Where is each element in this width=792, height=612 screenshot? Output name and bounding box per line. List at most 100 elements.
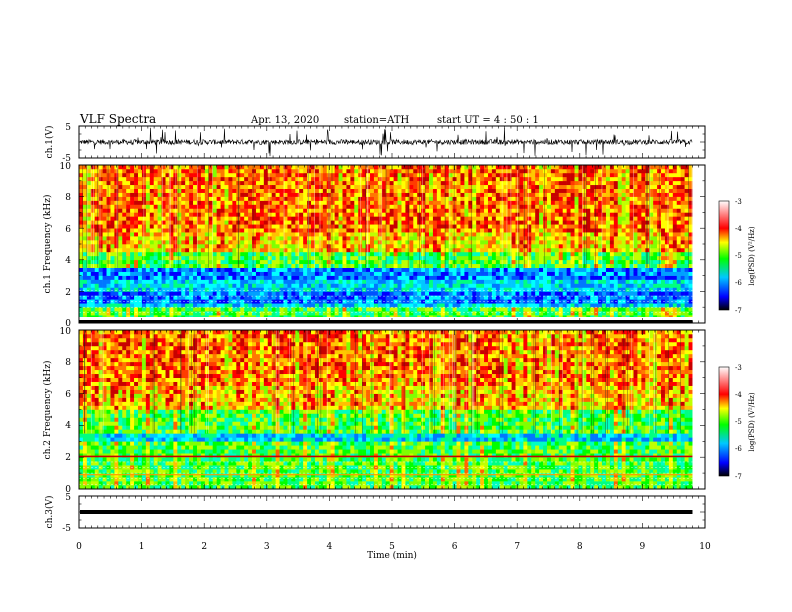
spectrogram-cell (621, 267, 626, 272)
spectrogram-cell (543, 299, 548, 304)
spectrogram-cell (181, 279, 186, 284)
spectrogram-cell (350, 200, 355, 205)
spectrogram-cell (594, 204, 599, 209)
spectrogram-cell (216, 299, 221, 304)
spectrogram-cell (149, 216, 155, 221)
spectrogram-cell (413, 311, 418, 316)
spectrogram-cell (90, 267, 96, 272)
spectrogram-cell (409, 240, 414, 245)
spectrogram-cell (684, 303, 689, 308)
spectrogram-cell (177, 200, 182, 205)
spectrogram-cell (550, 291, 556, 296)
spectrogram-cell (487, 247, 493, 253)
spectrogram-cell (594, 303, 599, 308)
spectrogram-cell (236, 299, 241, 304)
spectrogram-cell (456, 228, 461, 233)
spectrogram-cell (543, 283, 548, 288)
spectrogram-cell (200, 216, 206, 221)
spectrogram-cell (421, 255, 426, 261)
spectrogram-cell (527, 263, 532, 268)
spectrogram-cell (405, 295, 410, 300)
spectrogram-cell (94, 303, 99, 308)
spectrogram-cell (491, 212, 497, 217)
spectrogram-cell (228, 303, 233, 308)
spectrogram-cell (102, 291, 107, 296)
spectrogram-cell (586, 228, 591, 233)
spectrogram-cell (263, 240, 269, 245)
spectrogram-cell (252, 204, 257, 209)
spectrogram-cell (354, 287, 359, 292)
spectrogram-cell (283, 216, 288, 221)
spectrogram-cell (381, 228, 387, 233)
spectrogram-cell (193, 232, 198, 237)
spectrogram-cell (381, 283, 387, 288)
spectrogram-cell (684, 291, 689, 296)
spectrogram-cell (311, 244, 316, 249)
spectrogram-cell (220, 236, 225, 241)
spectrogram-cell (645, 291, 650, 296)
spectrogram-cell (444, 279, 449, 284)
spectrogram-cell (94, 307, 99, 312)
spectrogram-cell (314, 204, 320, 209)
spectrogram-cell (228, 240, 233, 245)
spectrogram-cell (421, 200, 426, 205)
spectrogram-cell (287, 247, 292, 253)
spectrogram-cell (311, 275, 316, 280)
spectrogram-cell (165, 247, 170, 253)
spectrogram-cell (145, 275, 151, 280)
spectrogram-cell (82, 311, 88, 316)
spectrogram-cell (558, 204, 563, 209)
spectrogram-cell (318, 311, 324, 316)
spectrogram-cell (311, 208, 316, 213)
spectrogram-cell (248, 208, 253, 213)
spectrogram-cell (432, 251, 438, 257)
spectrogram-cell (291, 263, 296, 268)
spectrogram-cell (271, 251, 276, 257)
spectrogram-cell (82, 216, 88, 221)
spectrogram-cell (82, 275, 88, 280)
spectrogram-cell (546, 240, 552, 245)
spectrogram-cell (314, 287, 320, 292)
spectrogram-cell (220, 291, 225, 296)
spectrogram-cell (149, 271, 155, 276)
spectrogram-cell (546, 251, 552, 257)
spectrogram-cell (165, 271, 170, 276)
spectrogram-cell (110, 255, 115, 261)
spectrogram-cell (102, 224, 107, 229)
spectrogram-cell (370, 251, 375, 257)
spectrogram-cell (495, 295, 501, 300)
spectrogram-cell (311, 311, 316, 316)
spectrogram-cell (248, 247, 253, 253)
spectrogram-cell (562, 204, 567, 209)
spectrogram-cell (550, 299, 556, 304)
spectrogram-cell (531, 303, 536, 308)
spectrogram-cell (322, 208, 328, 213)
spectrogram-cell (590, 228, 595, 233)
spectrogram-cell (594, 263, 599, 268)
spectrogram-cell (118, 228, 123, 233)
spectrogram-cell (338, 295, 343, 300)
spectrogram-cell (106, 232, 111, 237)
spectrogram-cell (527, 283, 532, 288)
spectrogram-cell (279, 259, 284, 265)
spectrogram-cell (342, 228, 347, 233)
spectrogram-cell (244, 200, 249, 205)
spectrogram-cell (452, 287, 457, 292)
spectrogram-cell (385, 255, 390, 261)
spectrogram-cell (173, 295, 178, 300)
spectrogram-cell (79, 311, 84, 316)
spectrogram-cell (472, 232, 477, 237)
spectrogram-cell (177, 279, 182, 284)
spectrogram-cell (373, 212, 379, 217)
spectrogram-cell (90, 232, 96, 237)
spectrogram-cell (134, 216, 139, 221)
spectrogram-cell (287, 267, 292, 272)
spectrogram-cell (114, 295, 119, 300)
spectrogram-cell (259, 208, 265, 213)
spectrogram-cell (252, 299, 257, 304)
spectrogram-cell (106, 200, 111, 205)
spectrogram-cell (137, 295, 143, 300)
spectrogram-cell (122, 247, 127, 253)
spectrogram-cell (472, 291, 477, 296)
spectrogram-cell (334, 307, 339, 312)
